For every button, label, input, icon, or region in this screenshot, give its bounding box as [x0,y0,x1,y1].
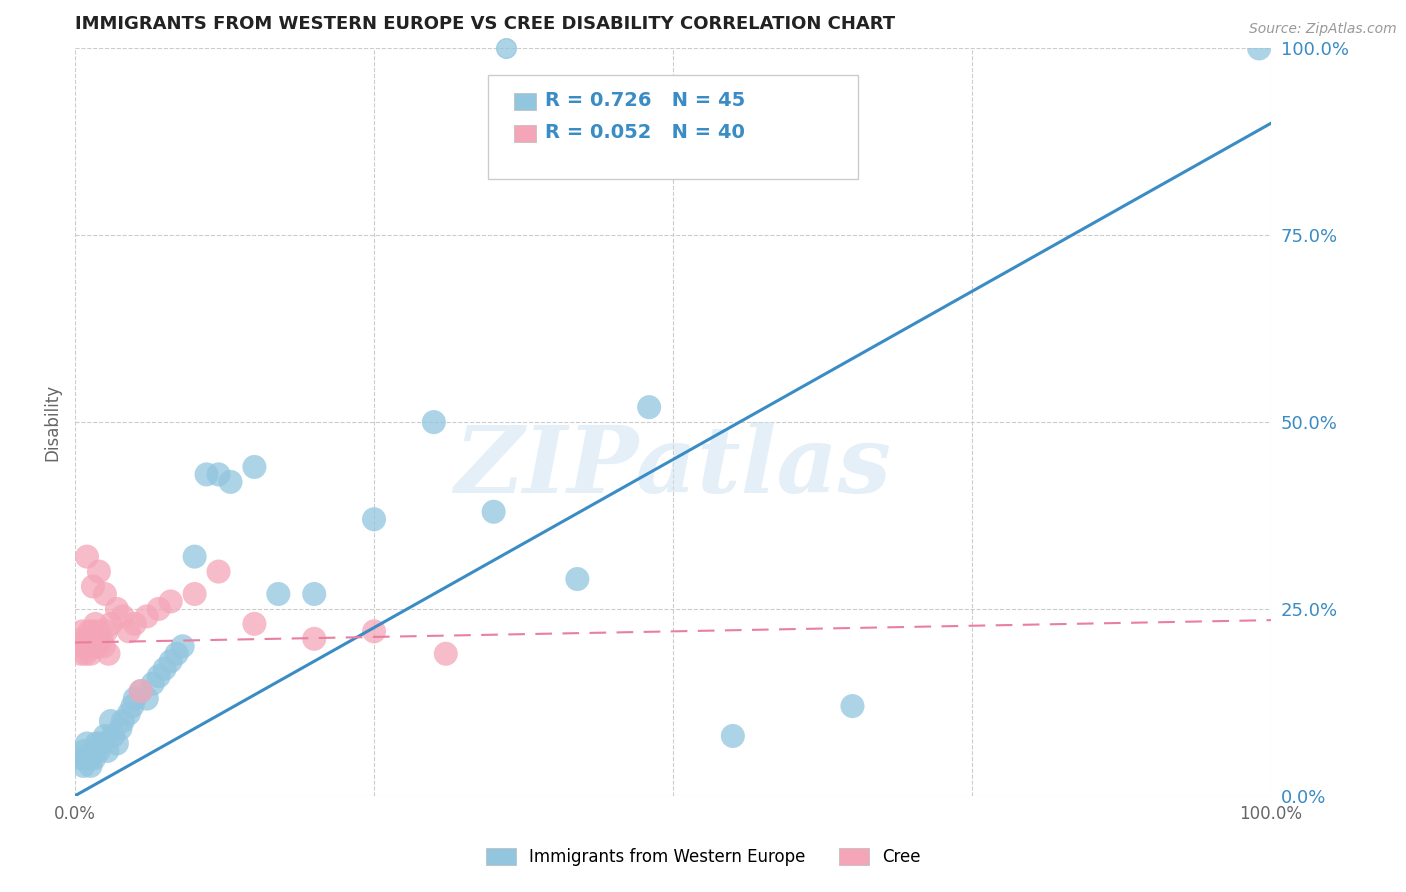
Point [135,691,157,706]
Point [82,624,104,639]
Point [97,647,120,661]
Point [721,729,744,743]
Point [76,632,98,646]
Point [73,744,96,758]
Point [100,714,122,728]
Point [86,632,108,646]
Point [118,624,141,639]
Point [79,624,101,639]
Text: R = 0.726   N = 45: R = 0.726 N = 45 [546,91,745,111]
Point [75,751,97,765]
Point [434,647,457,661]
Point [243,459,266,474]
Point [79,751,101,765]
Point [172,640,194,654]
FancyBboxPatch shape [515,94,536,110]
Point [111,609,134,624]
Point [76,549,98,564]
Point [75,647,97,661]
Point [76,736,98,750]
Point [153,662,176,676]
Point [73,640,96,654]
Point [72,759,94,773]
Point [183,549,205,564]
Point [87,624,110,639]
Point [363,512,385,526]
Point [482,505,505,519]
Point [121,699,143,714]
Point [302,587,325,601]
Point [142,676,165,690]
Point [302,632,325,646]
Point [79,647,101,661]
Point [159,654,181,668]
Point [80,632,103,646]
Point [87,565,110,579]
Point [207,467,229,482]
Point [567,572,589,586]
Point [129,684,152,698]
Point [166,647,188,661]
Point [841,699,863,714]
Point [83,751,105,765]
Point [207,565,229,579]
Point [82,580,104,594]
Point [94,729,117,743]
Point [93,640,115,654]
Point [72,632,94,646]
Text: ZIPatlas: ZIPatlas [454,422,891,512]
Point [82,744,104,758]
Point [118,706,141,721]
Point [363,624,385,639]
Point [159,594,181,608]
Text: R = 0.052   N = 40: R = 0.052 N = 40 [546,123,745,143]
Point [79,759,101,773]
Point [100,616,122,631]
Point [183,587,205,601]
Point [70,751,93,765]
FancyBboxPatch shape [515,126,536,142]
Point [94,624,117,639]
Point [243,616,266,631]
Point [105,736,128,750]
Point [77,640,100,654]
Point [70,624,93,639]
Point [129,684,152,698]
Text: Source: ZipAtlas.com: Source: ZipAtlas.com [1249,22,1396,37]
Point [69,640,91,654]
Point [423,415,446,429]
Point [87,744,110,758]
Point [124,616,146,631]
Point [111,714,134,728]
Point [219,475,242,489]
Point [83,640,105,654]
Point [87,640,110,654]
Point [148,602,170,616]
Point [84,616,107,631]
FancyBboxPatch shape [488,75,859,179]
Legend: Immigrants from Western Europe, Cree: Immigrants from Western Europe, Cree [477,840,929,875]
Point [195,467,218,482]
Point [124,691,146,706]
Point [495,41,517,55]
Point [96,744,118,758]
Point [94,587,117,601]
Point [103,729,125,743]
Point [267,587,290,601]
Point [70,647,93,661]
Text: IMMIGRANTS FROM WESTERN EUROPE VS CREE DISABILITY CORRELATION CHART: IMMIGRANTS FROM WESTERN EUROPE VS CREE D… [75,15,896,33]
Point [148,669,170,683]
Point [110,722,132,736]
Y-axis label: Disability: Disability [44,384,60,460]
Point [1249,41,1271,55]
Point [638,400,661,414]
Point [105,602,128,616]
Point [90,632,112,646]
Point [135,609,157,624]
Point [86,736,108,750]
Point [90,736,112,750]
